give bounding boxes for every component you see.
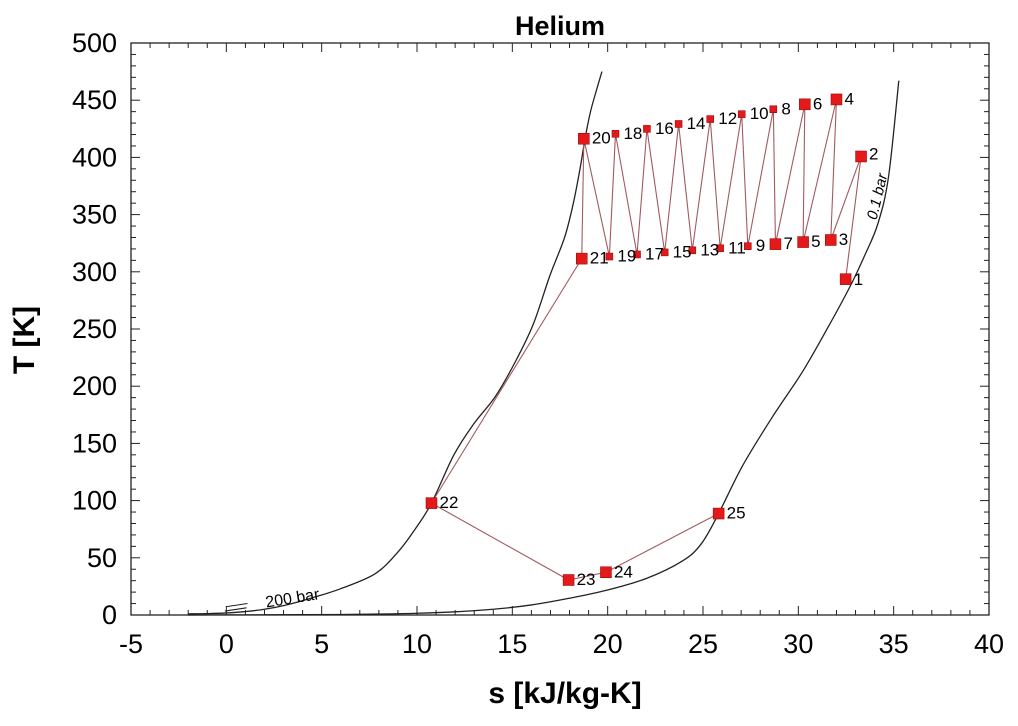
svg-text:5: 5	[811, 232, 820, 251]
svg-text:4: 4	[844, 89, 853, 108]
svg-text:15: 15	[497, 629, 527, 659]
svg-text:23: 23	[577, 570, 596, 589]
svg-text:20: 20	[592, 129, 611, 148]
svg-text:3: 3	[839, 230, 848, 249]
svg-text:150: 150	[72, 428, 117, 458]
svg-text:250: 250	[72, 314, 117, 344]
svg-text:20: 20	[593, 629, 623, 659]
svg-text:10: 10	[402, 629, 432, 659]
svg-text:-5: -5	[119, 629, 143, 659]
svg-text:10: 10	[750, 104, 769, 123]
svg-text:T [K]: T [K]	[8, 306, 41, 374]
svg-text:12: 12	[718, 109, 737, 128]
svg-text:500: 500	[72, 28, 117, 58]
svg-text:0: 0	[102, 600, 117, 630]
svg-text:25: 25	[688, 629, 718, 659]
svg-text:15: 15	[673, 242, 692, 261]
svg-text:1: 1	[854, 270, 863, 289]
svg-text:Helium: Helium	[515, 11, 605, 41]
svg-text:6: 6	[813, 94, 822, 113]
svg-text:0.1 bar: 0.1 bar	[864, 171, 892, 221]
svg-text:0: 0	[219, 629, 234, 659]
svg-text:5: 5	[314, 629, 329, 659]
svg-text:40: 40	[974, 629, 1004, 659]
svg-text:17: 17	[645, 244, 664, 263]
svg-text:450: 450	[72, 85, 117, 115]
svg-text:18: 18	[623, 124, 642, 143]
svg-text:19: 19	[617, 247, 636, 266]
svg-text:50: 50	[87, 543, 117, 573]
svg-text:s [kJ/kg-K]: s [kJ/kg-K]	[488, 677, 641, 710]
svg-text:35: 35	[879, 629, 909, 659]
svg-text:22: 22	[439, 493, 458, 512]
svg-text:2: 2	[869, 144, 878, 163]
svg-text:11: 11	[728, 238, 746, 257]
svg-text:25: 25	[727, 504, 746, 523]
svg-text:350: 350	[72, 200, 117, 230]
svg-text:14: 14	[687, 114, 706, 133]
svg-text:24: 24	[614, 562, 633, 581]
svg-text:400: 400	[72, 142, 117, 172]
svg-text:200: 200	[72, 371, 117, 401]
svg-text:200 bar: 200 bar	[264, 586, 321, 611]
svg-text:300: 300	[72, 257, 117, 287]
svg-text:16: 16	[655, 119, 674, 138]
svg-text:7: 7	[783, 234, 792, 253]
svg-text:13: 13	[700, 240, 719, 259]
svg-text:30: 30	[783, 629, 813, 659]
svg-text:21: 21	[590, 249, 609, 268]
svg-text:100: 100	[72, 486, 117, 516]
svg-text:8: 8	[781, 99, 790, 118]
svg-text:9: 9	[756, 236, 765, 255]
